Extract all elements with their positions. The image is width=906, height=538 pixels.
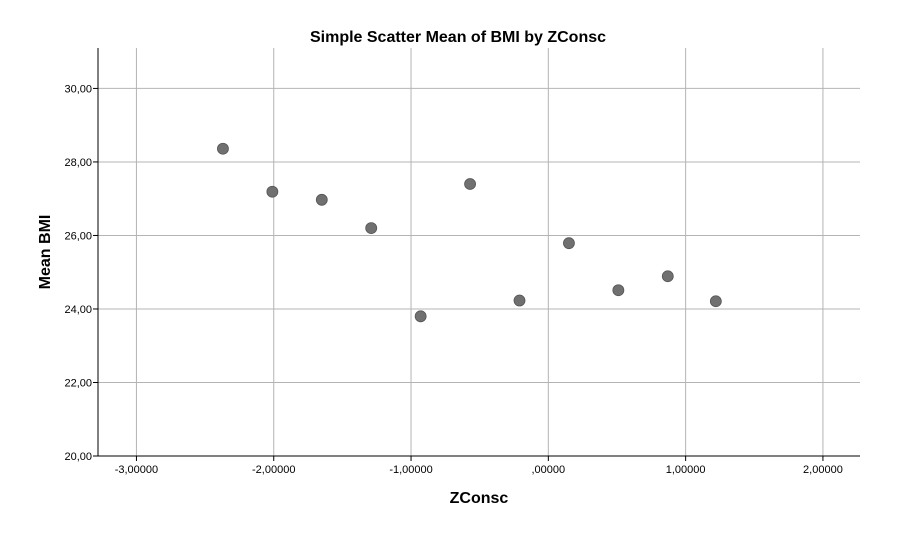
y-axis-label: Mean BMI bbox=[37, 215, 54, 290]
data-point bbox=[365, 222, 378, 235]
x-tick-label: -3,00000 bbox=[115, 464, 158, 476]
chart-title: Simple Scatter Mean of BMI by ZConsc bbox=[310, 29, 606, 46]
y-tick-label: 22,00 bbox=[64, 377, 92, 389]
x-tick-label: -2,00000 bbox=[252, 464, 295, 476]
y-tick-label: 20,00 bbox=[64, 451, 92, 463]
data-point bbox=[315, 193, 328, 206]
data-point bbox=[266, 185, 279, 198]
x-axis-label: ZConsc bbox=[450, 490, 509, 507]
x-tick-label: 2,00000 bbox=[803, 464, 843, 476]
y-tick-label: 24,00 bbox=[64, 304, 92, 316]
data-point bbox=[612, 284, 625, 297]
data-point bbox=[513, 294, 526, 307]
data-point bbox=[563, 237, 575, 250]
data-point bbox=[414, 310, 427, 323]
y-tick-label: 26,00 bbox=[64, 230, 92, 242]
y-tick-label: 28,00 bbox=[64, 157, 92, 169]
x-tick-label: 1,00000 bbox=[666, 464, 706, 476]
data-point bbox=[709, 295, 722, 308]
x-tick-label: ,00000 bbox=[532, 464, 566, 476]
data-point bbox=[661, 270, 674, 283]
data-point bbox=[217, 142, 229, 155]
y-tick-label: 30,00 bbox=[64, 83, 92, 95]
data-point bbox=[464, 178, 476, 190]
x-tick-label: -1,00000 bbox=[389, 464, 432, 476]
